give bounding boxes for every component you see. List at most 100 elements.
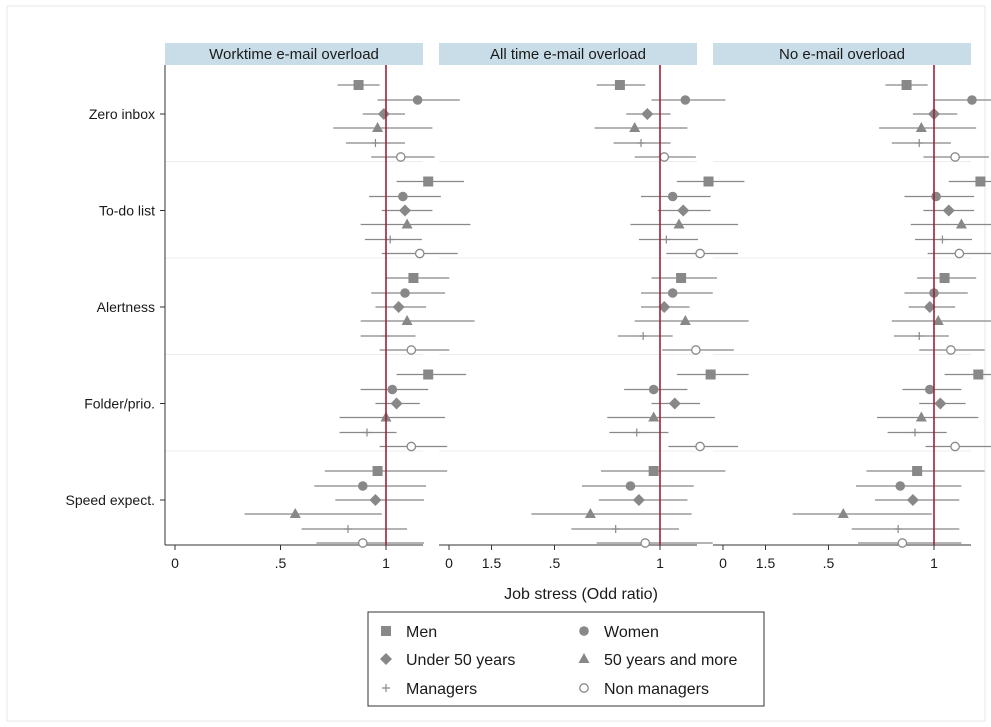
point-estimate — [400, 288, 410, 298]
point-estimate — [625, 481, 636, 491]
point-estimate — [911, 428, 920, 437]
point-estimate — [658, 301, 671, 313]
point-estimate — [414, 248, 425, 259]
legend-label: Under 50 years — [406, 652, 515, 669]
point-estimate — [357, 481, 368, 491]
point-estimate — [915, 139, 924, 147]
x-tick-label: .5 — [823, 555, 835, 571]
x-tick-label: .5 — [275, 555, 287, 571]
legend-marker — [380, 653, 392, 665]
point-estimate — [353, 80, 364, 90]
point-estimate — [357, 538, 368, 548]
legend-marker — [382, 684, 390, 692]
point-estimate — [673, 218, 685, 229]
point-estimate — [934, 397, 947, 410]
point-estimate — [387, 384, 398, 395]
y-tick-label: To-do list — [99, 203, 155, 219]
point-estimate — [923, 301, 936, 313]
point-estimate — [967, 95, 977, 105]
point-estimate — [401, 315, 413, 325]
point-estimate — [377, 108, 390, 120]
point-estimate — [371, 139, 380, 147]
point-estimate — [398, 204, 411, 217]
point-estimate — [412, 95, 423, 105]
point-estimate — [975, 176, 986, 187]
point-estimate — [915, 332, 924, 340]
y-tick-label: Folder/prio. — [84, 396, 155, 412]
x-tick-label: 1.5 — [482, 555, 502, 571]
panel-header — [165, 43, 423, 65]
point-estimate — [423, 369, 434, 380]
point-estimate — [912, 466, 923, 476]
point-estimate — [954, 248, 965, 259]
point-estimate — [705, 369, 716, 380]
x-tick-label: 1.5 — [756, 555, 776, 571]
point-estimate — [680, 95, 691, 105]
point-estimate — [629, 122, 641, 132]
point-estimate — [677, 204, 690, 217]
panel: No e-mail overload 0 .5 1 1.5 — [713, 43, 991, 571]
point-estimate — [289, 508, 301, 518]
point-estimate — [915, 122, 927, 132]
panel-title: No e-mail overload — [779, 46, 905, 63]
point-estimate — [386, 235, 395, 244]
legend-label: Non managers — [604, 681, 709, 698]
point-estimate — [632, 428, 641, 437]
panel: All time e-mail overload 0 .5 1 1.5 — [439, 43, 775, 571]
x-tick-label: 0 — [445, 555, 453, 571]
panel: Worktime e-mail overload 0 .5 1 1.5 — [160, 43, 501, 571]
y-tick-label: Speed expect. — [65, 492, 155, 508]
point-estimate — [679, 315, 691, 325]
point-estimate — [931, 191, 941, 202]
point-estimate — [659, 152, 670, 162]
point-estimate — [369, 494, 382, 506]
point-estimate — [691, 345, 701, 355]
point-estimate — [924, 384, 935, 395]
point-estimate — [668, 397, 681, 410]
point-estimate — [408, 273, 419, 283]
panel-header — [439, 43, 697, 65]
panel-header — [713, 43, 971, 65]
point-estimate — [640, 538, 651, 548]
point-estimate — [401, 218, 413, 229]
point-estimate — [837, 508, 849, 518]
point-estimate — [955, 218, 967, 229]
point-estimate — [639, 332, 648, 340]
legend-marker — [381, 626, 391, 636]
point-estimate — [637, 139, 646, 147]
point-estimate — [648, 384, 659, 395]
x-tick-label: 1 — [382, 555, 390, 571]
point-estimate — [939, 273, 950, 283]
point-estimate — [372, 466, 383, 476]
point-estimate — [662, 235, 671, 244]
point-estimate — [897, 538, 908, 548]
point-estimate — [406, 345, 417, 355]
point-estimate — [950, 441, 960, 452]
y-tick-label: Zero inbox — [89, 106, 155, 122]
legend-label: Managers — [406, 681, 477, 698]
point-estimate — [648, 466, 659, 476]
point-estimate — [584, 508, 596, 518]
x-tick-label: 0 — [171, 555, 179, 571]
point-estimate — [906, 494, 919, 506]
point-estimate — [942, 204, 955, 217]
panel-title: All time e-mail overload — [490, 46, 646, 63]
point-estimate — [392, 301, 405, 313]
point-estimate — [895, 481, 906, 491]
y-axis-labels: Zero inbox To-do list Alertness Folder/prio… — [65, 106, 155, 508]
x-tick-label: 1 — [930, 555, 938, 571]
legend-marker — [579, 626, 589, 636]
point-estimate — [641, 108, 654, 120]
panel-title: Worktime e-mail overload — [209, 46, 379, 63]
point-estimate — [915, 411, 927, 422]
point-estimate — [676, 273, 687, 283]
point-estimate — [406, 441, 417, 452]
legend-box — [367, 611, 765, 707]
point-estimate — [344, 525, 353, 533]
point-estimate — [901, 80, 912, 90]
legend-label: Men — [406, 624, 437, 641]
point-estimate — [395, 152, 406, 162]
legend-marker — [578, 653, 590, 663]
